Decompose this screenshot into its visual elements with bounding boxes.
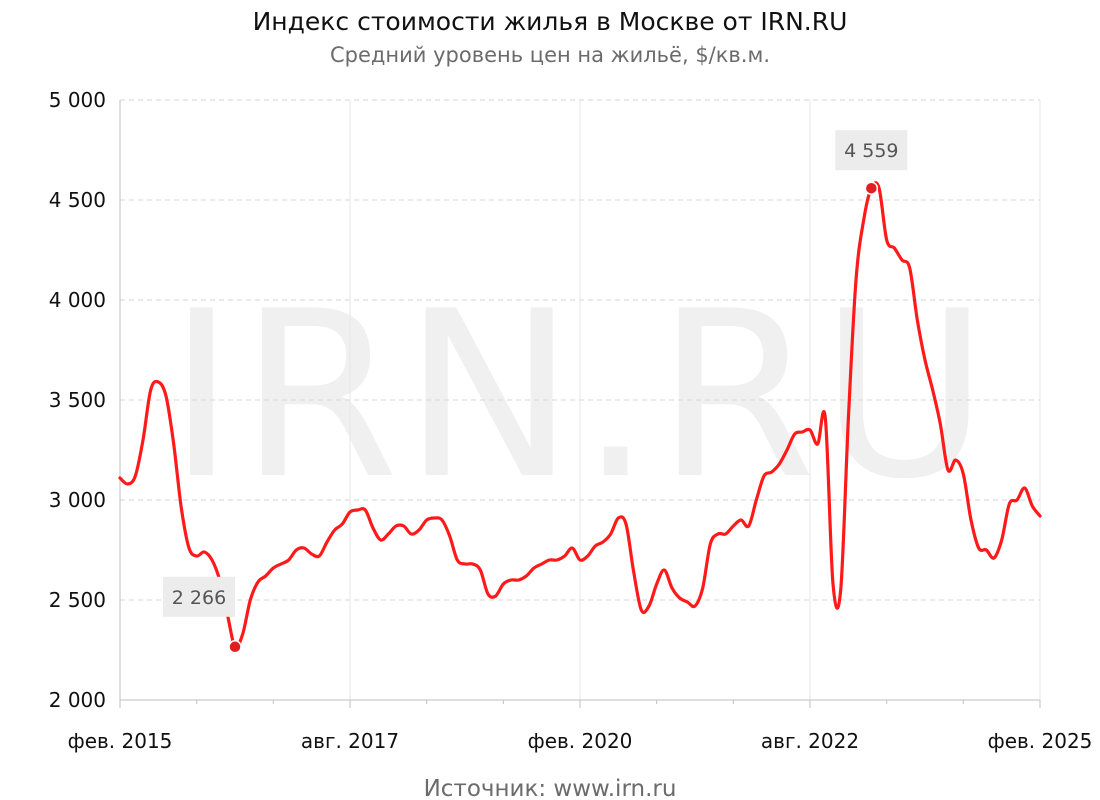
x-tick-label: фев. 2015 (68, 729, 173, 753)
data-point-marker (864, 181, 879, 195)
data-label: 2 266 (172, 587, 226, 609)
data-point-marker (228, 640, 242, 654)
x-tick-label: фев. 2025 (988, 729, 1093, 753)
y-tick-label: 5 000 (49, 88, 106, 112)
y-tick-label: 2 000 (49, 688, 106, 712)
series-line (118, 181, 1042, 650)
annotation-layer: 2 266 4 559 (163, 130, 908, 654)
chart-subtitle: Средний уровень цен на жильё, $/кв.м. (330, 43, 770, 67)
data-label: 4 559 (844, 140, 898, 162)
series-layer (118, 181, 1042, 650)
data-label-box (835, 130, 908, 171)
grid-layer (120, 99, 1040, 700)
x-tick-label: авг. 2022 (761, 729, 859, 753)
chart-title: Индекс стоимости жилья в Москве от IRN.R… (253, 7, 848, 36)
source-note: Источник: www.irn.ru (424, 776, 677, 800)
x-tick-label: авг. 2017 (301, 729, 399, 753)
data-label-box (163, 576, 235, 617)
x-tick-label: фев. 2020 (528, 729, 633, 753)
y-tick-label: 4 000 (49, 288, 106, 312)
y-tick-label: 4 500 (49, 188, 106, 212)
axis-layer: 2 000 2 500 3 000 3 500 4 000 4 500 5 000 фев. … (49, 88, 1093, 753)
watermark-text: IRN.RU (168, 263, 993, 530)
y-tick-label: 3 000 (49, 488, 106, 512)
y-tick-label: 2 500 (49, 588, 106, 612)
y-tick-label: 3 500 (49, 388, 106, 412)
